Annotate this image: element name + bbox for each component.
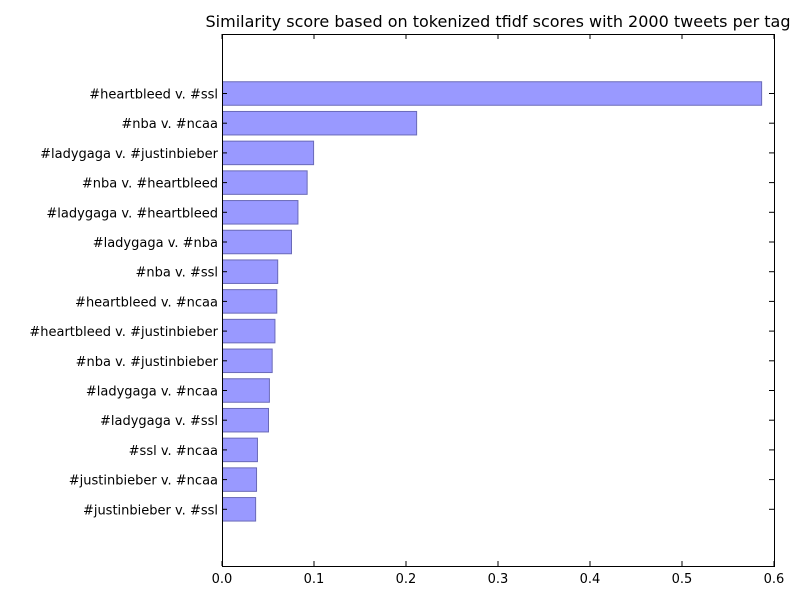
bar (222, 467, 258, 492)
bar (222, 437, 258, 463)
x-tick-label: 0.6 (764, 572, 785, 587)
y-tick-label: #justinbieber v. #ncaa (69, 474, 218, 489)
bar (222, 289, 278, 314)
bars-group (222, 81, 763, 522)
bar (222, 200, 299, 225)
x-tick-label: 0.4 (580, 572, 601, 587)
bar (222, 497, 257, 522)
y-tick-label: #ladygaga v. #heartbleed (46, 206, 218, 221)
x-tick-label: 0.5 (672, 572, 693, 587)
bar (222, 318, 276, 344)
y-tick-label: #ladygaga v. #justinbieber (40, 147, 219, 162)
y-tick-label: #justinbieber v. #ssl (83, 503, 218, 518)
bar (222, 81, 763, 106)
bar (222, 170, 308, 195)
bar (222, 140, 315, 166)
y-tick-label: #ssl v. #ncaa (129, 444, 218, 459)
x-tick-label: 0.3 (488, 572, 509, 587)
y-tick-label: #ladygaga v. #nba (93, 236, 218, 251)
y-tick-label: #ladygaga v. #ncaa (86, 385, 218, 400)
x-axis: 0.0 0.1 0.2 0.3 0.4 0.5 0.6 (212, 34, 785, 587)
y-tick-label: #nba v. #ncaa (121, 117, 218, 132)
y-tick-label: #nba v. #heartbleed (82, 177, 218, 192)
x-tick-label: 0.0 (212, 572, 233, 587)
y-tick-label: #heartbleed v. #ncaa (75, 295, 218, 310)
bar (222, 229, 292, 255)
bar (222, 407, 269, 433)
x-tick-label: 0.2 (396, 572, 417, 587)
bar (222, 110, 418, 136)
y-axis: #heartbleed v. #ssl #nba v. #ncaa #ladygag… (29, 88, 774, 518)
plot-frame (222, 34, 775, 567)
x-tick-label: 0.1 (304, 572, 325, 587)
bar (222, 259, 279, 284)
y-tick-label: #heartbleed v. #ssl (89, 88, 218, 103)
y-tick-label: #nba v. #ssl (136, 266, 218, 281)
y-tick-label: #ladygaga v. #ssl (100, 414, 218, 429)
chart-title: Similarity score based on tokenized tfid… (206, 12, 791, 31)
y-tick-label: #nba v. #justinbieber (76, 355, 219, 370)
bar (222, 378, 270, 403)
y-tick-label: #heartbleed v. #justinbieber (29, 325, 218, 340)
bar (222, 348, 273, 374)
